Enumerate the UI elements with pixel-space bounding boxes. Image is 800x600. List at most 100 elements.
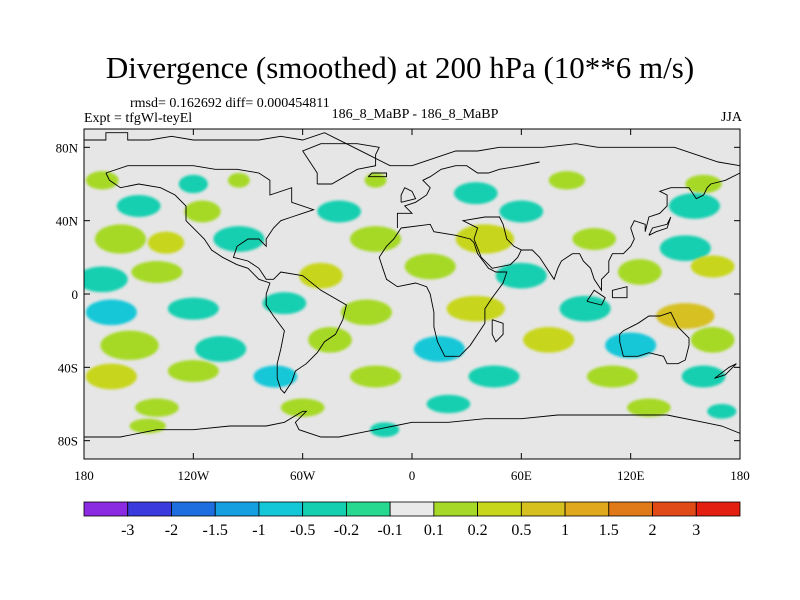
coastline <box>491 319 504 343</box>
colorbar-swatch <box>345 501 391 517</box>
colorbar-swatch <box>83 501 129 517</box>
divergence-patch <box>340 299 392 326</box>
rmsd-diff-stats: rmsd= 0.162692 diff= 0.000454811 <box>130 96 330 111</box>
divergence-patch <box>131 261 183 283</box>
divergence-patch <box>627 398 671 417</box>
divergence-patch <box>85 363 137 390</box>
x-tick-label: 60E <box>511 468 532 483</box>
coastline <box>611 286 628 299</box>
longitude-axis: 180 120W 60W 0 60E 120E 180 <box>74 129 750 483</box>
divergence-patch <box>84 266 128 293</box>
colorbar-label: 1.5 <box>599 522 619 539</box>
coastline <box>396 161 540 228</box>
divergence-patch <box>690 255 735 278</box>
divergence-patch <box>350 365 402 388</box>
divergence-patch <box>499 200 544 223</box>
divergence-patch <box>167 360 219 382</box>
colorbar-label: -3 <box>121 522 134 539</box>
divergence-patch <box>116 195 161 217</box>
colorbar-label: 0.1 <box>424 522 444 539</box>
divergence-patch <box>681 365 726 388</box>
divergence-patch <box>656 303 715 329</box>
divergence-patch <box>453 182 498 205</box>
experiment-label: Expt = tfgWl-teyEl <box>84 111 193 126</box>
divergence-patch <box>85 171 119 190</box>
divergence-patch <box>100 330 159 361</box>
coastline <box>400 187 417 203</box>
divergence-patch <box>213 226 265 252</box>
x-tick-label: 180 <box>730 468 750 483</box>
divergence-patch <box>227 173 250 188</box>
colorbar-swatch <box>214 501 260 517</box>
divergence-patch <box>559 295 611 322</box>
divergence-patch <box>685 174 722 194</box>
y-tick-label: 0 <box>72 287 79 302</box>
coastline <box>586 289 606 306</box>
divergence-patch <box>184 200 221 223</box>
colorbar-label: -1 <box>252 522 265 539</box>
divergence-patch <box>85 299 137 326</box>
colorbar-swatch <box>652 501 697 517</box>
colorbar-swatch <box>695 501 741 517</box>
coastline <box>84 410 740 438</box>
divergence-patch <box>364 173 387 188</box>
coastline <box>302 143 380 185</box>
colorbar-label: -0.5 <box>290 522 315 539</box>
case-label: 186_8_MaBP - 186_8_MaBP <box>331 107 499 122</box>
coastline <box>461 216 522 269</box>
season-label: JJA <box>720 110 742 125</box>
divergence-patch <box>94 224 146 254</box>
x-tick-label: 180 <box>74 468 94 483</box>
colorbar-label: -0.1 <box>377 522 402 539</box>
colorbar-label: 0.2 <box>468 522 488 539</box>
colorbar-swatch <box>389 501 435 517</box>
divergence-patch <box>586 365 638 388</box>
colorbar-swatch <box>127 501 172 517</box>
colorbar-swatch <box>258 501 304 517</box>
divergence-patch <box>280 398 325 417</box>
x-tick-label: 0 <box>409 468 416 483</box>
y-tick-label: 40S <box>58 360 78 375</box>
colorbar-label: 3 <box>692 522 700 539</box>
coastline <box>367 172 387 178</box>
divergence-patch <box>446 295 505 322</box>
divergence-patch <box>253 365 298 388</box>
divergence-patch <box>690 327 735 353</box>
plot-title: Divergence (smoothed) at 200 hPa (10**6 … <box>105 50 695 85</box>
divergence-patch <box>308 327 352 353</box>
colorbar-label: 2 <box>649 522 657 539</box>
divergence-patch <box>178 174 208 194</box>
coastline <box>714 363 737 379</box>
y-tick-label: 40N <box>56 214 79 229</box>
colorbar-swatch <box>520 501 566 517</box>
colorbar-swatch <box>302 501 347 517</box>
divergence-patch <box>455 224 515 254</box>
coastlines <box>84 132 740 438</box>
colorbar-label: 1 <box>561 522 569 539</box>
divergence-patch <box>299 262 343 289</box>
coastline <box>378 223 508 357</box>
coastline <box>619 311 690 365</box>
colorbar-label: -2 <box>165 522 178 539</box>
divergence-patch <box>404 253 456 280</box>
x-tick-label: 60W <box>290 468 316 483</box>
divergence-patch <box>167 297 219 320</box>
divergence-patch <box>617 259 662 285</box>
x-tick-label: 120E <box>617 468 645 483</box>
colorbar-label: 0.5 <box>511 522 531 539</box>
divergence-patch <box>495 262 547 289</box>
divergence-patch <box>659 235 711 261</box>
divergence-patch <box>605 332 657 359</box>
colorbar-swatch <box>477 501 522 517</box>
divergence-patch <box>548 171 586 190</box>
divergence-patch <box>426 394 471 414</box>
divergence-patch <box>147 231 185 254</box>
divergence-patch <box>317 200 361 223</box>
divergence-patch <box>262 292 307 315</box>
colorbar-label: -0.2 <box>334 522 359 539</box>
divergence-field <box>84 171 737 437</box>
colorbar-swatch <box>608 501 653 517</box>
divergence-patch <box>135 398 179 417</box>
coastline <box>648 216 672 236</box>
